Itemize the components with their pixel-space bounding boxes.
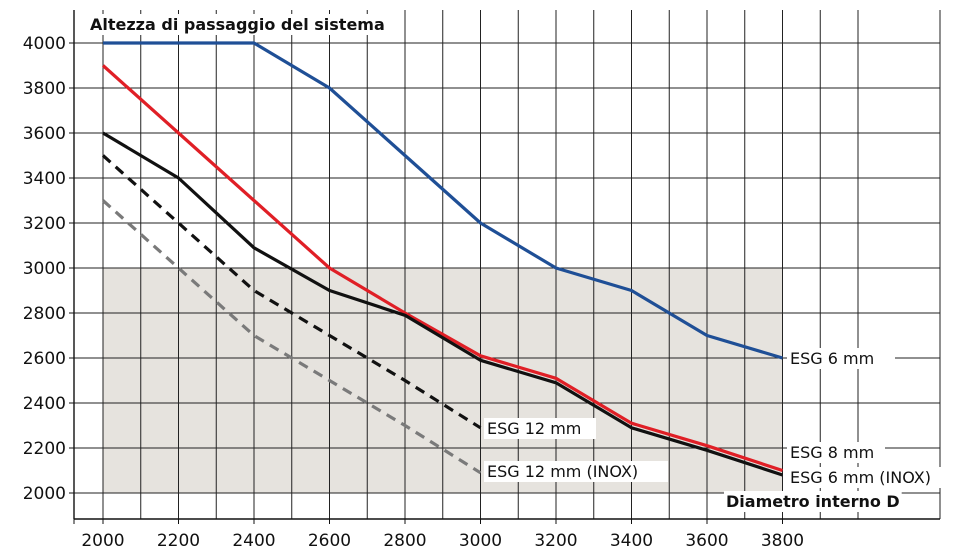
axis-title-bg bbox=[724, 491, 902, 512]
y-tick-label: 2200 bbox=[23, 439, 66, 459]
x-tick-label: 2200 bbox=[157, 531, 200, 549]
x-tick-label: 2800 bbox=[383, 531, 426, 549]
x-tick-label: 3800 bbox=[761, 531, 804, 549]
series-label-bg bbox=[484, 418, 596, 439]
y-tick-label: 3400 bbox=[23, 169, 66, 189]
axis-layer: 2000 2200 2400 2600 2800 3000 3200 3400 3600 3800… bbox=[23, 10, 940, 549]
x-axis-title: Diametro interno D bbox=[726, 492, 900, 511]
series-line bbox=[102, 131, 783, 477]
x-tick-label: 2600 bbox=[308, 531, 351, 549]
y-axis-title: Altezza di passaggio del sistema bbox=[90, 15, 385, 34]
series-label: ESG 6 mm bbox=[790, 349, 874, 368]
x-tick-label: 2400 bbox=[232, 531, 275, 549]
series-label-bg bbox=[787, 348, 895, 369]
series-line bbox=[101, 64, 783, 473]
series-label: ESG 12 mm bbox=[487, 419, 581, 438]
label-layer: ESG 6 mm ESG 8 mm ESG 6 mm (INOX) ESG 12 mm… bbox=[484, 348, 951, 488]
y-tick-label: 3600 bbox=[23, 124, 66, 144]
x-tick-label: 3400 bbox=[610, 531, 653, 549]
y-tick-label: 3000 bbox=[23, 259, 66, 279]
y-tick-label: 2600 bbox=[23, 349, 66, 369]
series-line bbox=[103, 41, 783, 360]
series-label: ESG 12 mm (INOX) bbox=[487, 462, 638, 481]
series-line bbox=[101, 154, 482, 430]
y-tick-label: 3200 bbox=[23, 214, 66, 234]
series-label-bg bbox=[484, 461, 668, 482]
series-layer bbox=[101, 41, 783, 477]
y-tick-label: 3800 bbox=[23, 79, 66, 99]
x-tick-label: 3000 bbox=[459, 531, 502, 549]
series-label: ESG 6 mm (INOX) bbox=[790, 468, 931, 487]
y-tick-label: 2000 bbox=[23, 484, 66, 504]
y-tick-label: 2800 bbox=[23, 304, 66, 324]
y-tick-label: 2400 bbox=[23, 394, 66, 414]
x-tick-label: 2000 bbox=[81, 531, 124, 549]
x-tick-label: 3200 bbox=[534, 531, 577, 549]
series-line bbox=[101, 199, 482, 475]
series-label: ESG 8 mm bbox=[790, 443, 874, 462]
series-label-bg bbox=[787, 467, 951, 488]
axis-title-bg bbox=[88, 14, 387, 35]
y-tick-label: 4000 bbox=[23, 34, 66, 54]
x-tick-label: 3600 bbox=[685, 531, 728, 549]
series-label-bg bbox=[787, 442, 885, 463]
